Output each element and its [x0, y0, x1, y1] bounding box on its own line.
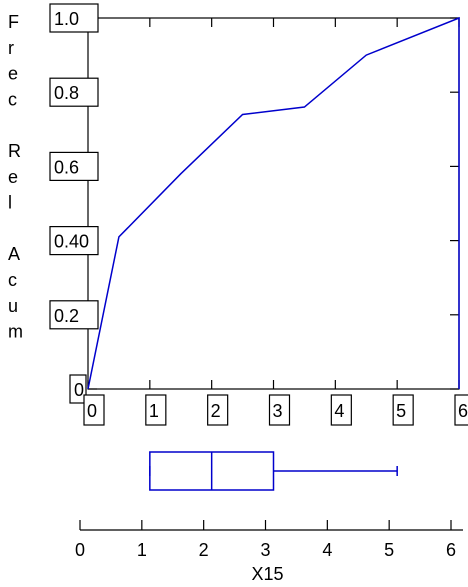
x-tick-box — [454, 394, 468, 426]
x-tick-text: 0 — [87, 401, 97, 421]
y-label-letter: m — [8, 322, 23, 342]
x-tick-label: 0 — [83, 394, 105, 426]
y-tick-label: 0 — [69, 374, 87, 404]
y-tick-box — [49, 3, 99, 33]
y-tick-text: 0.8 — [54, 83, 79, 103]
x-tick-box — [145, 394, 167, 426]
boxplot — [149, 451, 398, 491]
bottom-axis-tick-label: 4 — [322, 540, 332, 560]
bottom-axis-tick-label: 6 — [446, 540, 456, 560]
y-label-letter: e — [8, 64, 18, 84]
x-tick-box — [207, 394, 229, 426]
x-tick-text: 5 — [396, 401, 406, 421]
y-tick-text: 1.0 — [54, 9, 79, 29]
y-tick-box — [49, 151, 99, 181]
y-label-letter: u — [8, 296, 18, 316]
y-tick-text: 0 — [74, 380, 84, 400]
x-tick-text: 6 — [458, 401, 468, 421]
cumulative-frequency-line — [87, 16, 460, 390]
x-tick-text: 4 — [334, 401, 344, 421]
y-tick-text: 0.6 — [54, 157, 79, 177]
x-tick-box — [268, 394, 291, 426]
x-tick-box — [330, 394, 352, 426]
y-label-letter: r — [8, 38, 14, 58]
y-tick-box — [49, 77, 99, 107]
bottom-axis-tick-label: 1 — [137, 540, 147, 560]
plot-frame — [87, 17, 460, 390]
bottom-axis-tick-label: 2 — [199, 540, 209, 560]
x-tick-label: 1 — [145, 394, 167, 426]
y-tick-text: 0.2 — [54, 306, 79, 326]
y-tick-label: 0.6 — [49, 151, 99, 181]
bottom-axis-tick-label: 0 — [75, 540, 85, 560]
x-tick-box — [392, 394, 414, 426]
x-tick-text: 3 — [273, 401, 283, 421]
y-label-letter: l — [8, 193, 12, 213]
x-axis-label: X15 — [251, 564, 283, 584]
x-tick-label: 2 — [207, 394, 229, 426]
y-tick-box — [49, 300, 99, 330]
x-tick-label: 4 — [330, 394, 352, 426]
y-tick-label: 1.0 — [49, 3, 99, 33]
y-label-letter: e — [8, 167, 18, 187]
x-tick-box — [83, 394, 105, 426]
y-label-letter: F — [8, 12, 19, 32]
x-tick-label: 3 — [268, 394, 291, 426]
y-tick-label: 0.8 — [49, 77, 99, 107]
y-label-letter: A — [8, 244, 20, 264]
x-tick-text: 2 — [211, 401, 221, 421]
y-label-letter: R — [8, 141, 21, 161]
x-tick-labels: 0 1 2 3 4 5 6 — [83, 394, 468, 426]
x-tick-text: 1 — [149, 401, 159, 421]
x-tick-label: 5 — [392, 394, 414, 426]
x-tick-label: 6 — [454, 394, 468, 426]
y-tick-box — [69, 374, 87, 404]
tick-marks — [87, 17, 460, 390]
y-label-letter: c — [8, 89, 17, 109]
y-tick-label: 0.2 — [49, 300, 99, 330]
y-tick-label: 0.40 — [49, 226, 99, 256]
y-tick-labels: 0 0.2 0.40 0.6 0.8 1.0 — [49, 3, 99, 404]
y-tick-box — [49, 226, 99, 256]
bottom-axis-tick-label: 3 — [260, 540, 270, 560]
bottom-axis: 0 1 2 3 4 5 6 — [75, 520, 463, 560]
y-label-letter: c — [8, 270, 17, 290]
bottom-axis-tick-label: 5 — [384, 540, 394, 560]
y-tick-text: 0.40 — [54, 232, 89, 252]
